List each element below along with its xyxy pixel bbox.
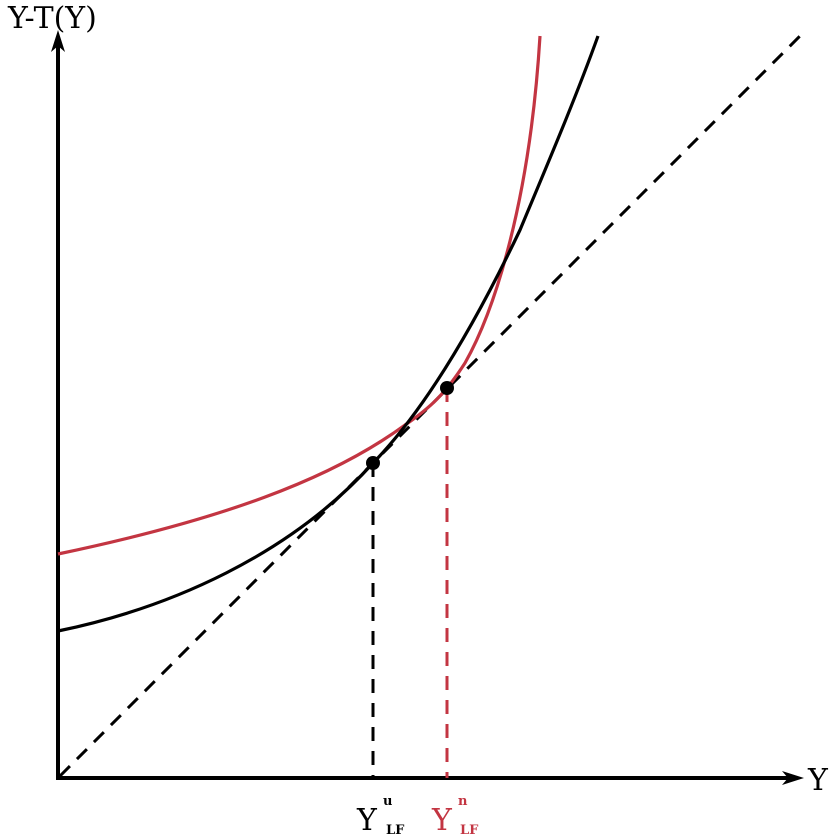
marker-n-sub: LF: [460, 823, 479, 838]
x-axis-label: Y: [807, 763, 829, 798]
marker-u-sub: LF: [386, 823, 405, 838]
marker-label-u: Y u LF: [356, 794, 405, 838]
marker-label-n: Y n LF: [431, 794, 479, 838]
marker-u-main: Y: [356, 803, 378, 838]
red-curve: [57, 35, 542, 556]
black-curve: [57, 35, 600, 633]
marker-n-main: Y: [431, 803, 453, 838]
marker-n-sup: n: [458, 794, 468, 809]
y-axis-label: Y-T(Y): [7, 1, 97, 36]
marker-u-sup: u: [383, 794, 392, 809]
point-u: [366, 456, 380, 470]
y-axis-arrow-icon: [51, 30, 65, 52]
point-n: [440, 381, 454, 395]
x-axis-arrow-icon: [782, 771, 804, 785]
forty-five-degree-line: [58, 28, 808, 778]
